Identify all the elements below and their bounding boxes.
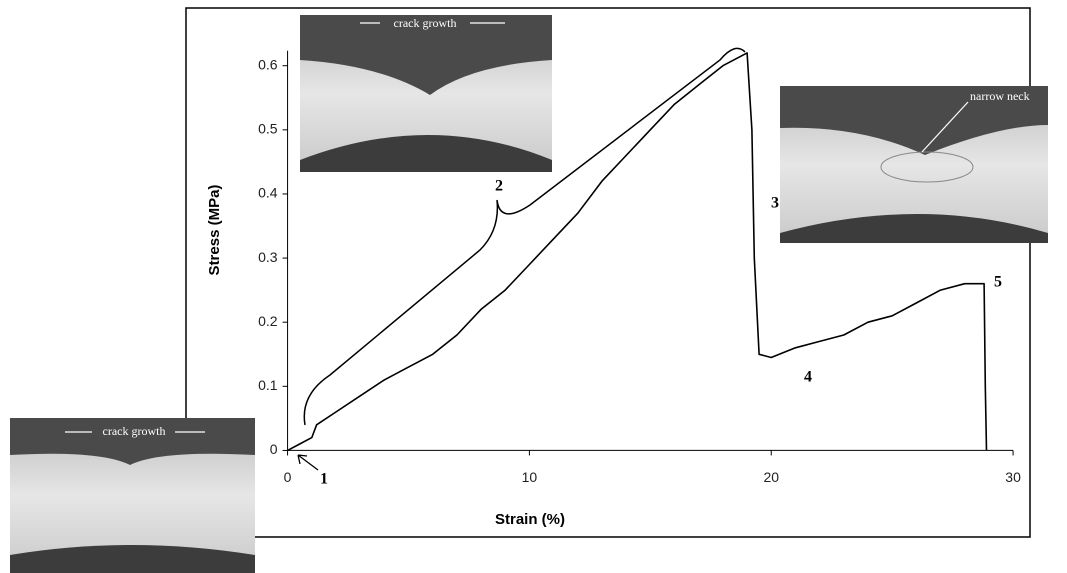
- inset-caption: crack growth: [394, 16, 457, 30]
- y-tick-label: 0.1: [258, 377, 278, 393]
- annotation: 2: [495, 178, 503, 195]
- inset-image: crack growth: [10, 418, 255, 573]
- arrow: [297, 454, 319, 471]
- inset-caption: crack growth: [103, 424, 166, 438]
- y-axis-label: Stress (MPa): [206, 185, 223, 276]
- annotation: 5: [994, 274, 1002, 291]
- brace: [303, 47, 746, 426]
- x-axis-label: Strain (%): [495, 511, 565, 528]
- annotation: 1: [320, 471, 328, 488]
- inset-caption: narrow neck: [970, 89, 1030, 103]
- y-tick-label: 0: [270, 441, 278, 457]
- insets: crack growth narrow neck crack growth: [10, 15, 1048, 573]
- y-tick-label: 0.6: [258, 56, 278, 72]
- inset-image: crack growth: [300, 15, 552, 172]
- data-line: [287, 52, 988, 452]
- y-tick-label: 0.4: [258, 185, 278, 201]
- y-tick-label: 0.5: [258, 121, 278, 137]
- x-tick-label: 30: [1005, 469, 1021, 485]
- y-tick-label: 0.2: [258, 313, 278, 329]
- x-tick-label: 0: [284, 469, 292, 485]
- annotation: 3: [771, 195, 779, 212]
- y-tick-label: 0.3: [258, 249, 278, 265]
- inset-image: narrow neck: [780, 86, 1048, 243]
- x-tick-label: 10: [522, 469, 538, 485]
- x-tick-label: 20: [763, 469, 779, 485]
- annotation: 4: [804, 369, 812, 386]
